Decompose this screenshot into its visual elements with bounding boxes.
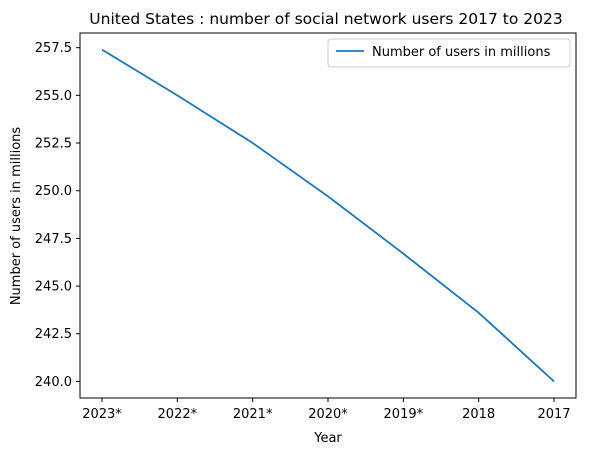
series-line-users [101,48,555,383]
x-tick-label: 2021* [233,407,273,422]
chart-title: United States : number of social network… [89,10,562,28]
x-axis-label: Year [313,431,342,446]
x-tick-label: 2018 [462,407,495,422]
x-tick-label: 2017 [537,407,570,422]
x-tick-label: 2022* [158,407,198,422]
plot-area [79,32,577,399]
y-axis: 240.0 242.5 245.0 247.5 250.0 252.5 255.0 257.5 [35,41,80,390]
y-tick-label: 240.0 [35,375,72,390]
legend: Number of users in millions [327,38,571,68]
y-tick-label: 252.5 [35,137,72,152]
x-tick-label: 2020* [308,407,348,422]
y-tick-label: 245.0 [35,280,72,295]
y-tick-label: 242.5 [35,327,72,342]
y-tick-label: 257.5 [35,41,72,56]
x-tick-label: 2023* [82,407,122,422]
y-tick-label: 250.0 [35,184,72,199]
legend-label-users: Number of users in millions [372,45,551,60]
x-axis: 2023* 2022* 2021* 2020* 2019* 2018 2017 [82,398,571,422]
y-tick-label: 255.0 [35,89,72,104]
legend-box [327,38,571,68]
y-tick-label: 247.5 [35,232,72,247]
x-tick-label: 2019* [384,407,424,422]
y-axis-label: Number of users in millions [9,127,24,306]
